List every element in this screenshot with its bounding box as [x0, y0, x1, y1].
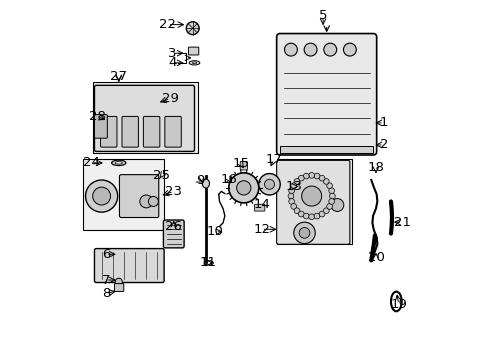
Bar	[276, 158, 351, 244]
Ellipse shape	[115, 162, 122, 164]
Circle shape	[258, 174, 280, 195]
Circle shape	[308, 214, 314, 220]
Text: 19: 19	[389, 298, 407, 311]
FancyBboxPatch shape	[276, 160, 349, 244]
Text: 24: 24	[83, 156, 100, 169]
Circle shape	[319, 211, 324, 217]
Text: 28: 28	[89, 110, 105, 123]
Circle shape	[308, 172, 314, 178]
FancyBboxPatch shape	[114, 284, 123, 292]
Circle shape	[236, 181, 250, 195]
Circle shape	[323, 43, 336, 56]
Circle shape	[326, 203, 332, 209]
Text: 20: 20	[367, 251, 384, 264]
Circle shape	[293, 222, 315, 244]
Circle shape	[294, 179, 299, 184]
Text: 26: 26	[165, 220, 182, 233]
FancyBboxPatch shape	[163, 220, 184, 248]
Circle shape	[148, 197, 158, 206]
Text: 23: 23	[165, 185, 182, 198]
Circle shape	[301, 186, 321, 206]
Circle shape	[303, 213, 308, 219]
Text: 6: 6	[102, 248, 110, 261]
Text: 9: 9	[195, 174, 203, 187]
Text: 13: 13	[285, 180, 302, 193]
Circle shape	[290, 183, 296, 189]
Circle shape	[330, 199, 343, 211]
Text: 21: 21	[393, 216, 410, 229]
Text: 16: 16	[221, 173, 238, 186]
Circle shape	[319, 175, 324, 181]
Circle shape	[228, 173, 258, 203]
Circle shape	[186, 22, 199, 35]
Circle shape	[329, 193, 335, 199]
Text: 1: 1	[379, 116, 387, 129]
Text: 2: 2	[379, 139, 387, 152]
Circle shape	[115, 278, 122, 285]
Circle shape	[313, 173, 319, 179]
Circle shape	[313, 213, 319, 219]
FancyBboxPatch shape	[119, 175, 159, 217]
Circle shape	[323, 208, 328, 213]
Circle shape	[93, 187, 110, 205]
Circle shape	[294, 208, 299, 213]
Text: 14: 14	[253, 198, 269, 211]
Ellipse shape	[189, 61, 200, 65]
Circle shape	[85, 180, 118, 212]
FancyBboxPatch shape	[188, 47, 198, 55]
Circle shape	[298, 175, 304, 181]
FancyBboxPatch shape	[164, 116, 181, 147]
FancyBboxPatch shape	[240, 161, 247, 170]
Bar	[83, 158, 164, 230]
Text: 7: 7	[102, 274, 110, 287]
Circle shape	[303, 173, 308, 179]
Circle shape	[287, 193, 293, 199]
Text: 8: 8	[102, 287, 110, 300]
Bar	[93, 82, 198, 153]
Circle shape	[326, 183, 332, 189]
Text: 18: 18	[367, 161, 384, 174]
Text: 12: 12	[253, 223, 269, 236]
Bar	[280, 146, 372, 153]
Circle shape	[290, 175, 332, 217]
FancyBboxPatch shape	[94, 249, 164, 283]
Circle shape	[323, 179, 328, 184]
Text: 17: 17	[265, 153, 282, 166]
Circle shape	[298, 211, 304, 217]
Circle shape	[284, 43, 297, 56]
Ellipse shape	[202, 179, 209, 188]
FancyBboxPatch shape	[254, 204, 264, 211]
Circle shape	[343, 43, 356, 56]
Text: 29: 29	[162, 92, 178, 105]
Circle shape	[328, 199, 334, 204]
FancyBboxPatch shape	[143, 116, 160, 147]
Circle shape	[304, 43, 316, 56]
Circle shape	[299, 228, 309, 238]
FancyBboxPatch shape	[94, 114, 107, 138]
FancyBboxPatch shape	[94, 85, 194, 152]
Text: 27: 27	[110, 70, 127, 83]
Ellipse shape	[192, 62, 196, 64]
Circle shape	[140, 195, 152, 208]
Text: 25: 25	[153, 169, 170, 182]
Text: 3: 3	[168, 47, 176, 60]
Text: 4: 4	[168, 56, 176, 69]
Text: 10: 10	[206, 225, 223, 238]
Circle shape	[264, 179, 274, 189]
Text: 22: 22	[159, 18, 176, 31]
Text: 5: 5	[318, 9, 326, 22]
Circle shape	[290, 203, 296, 209]
FancyBboxPatch shape	[122, 116, 138, 147]
Circle shape	[288, 188, 294, 194]
Ellipse shape	[111, 160, 125, 166]
Text: 11: 11	[199, 256, 216, 269]
Text: 15: 15	[232, 157, 249, 170]
FancyBboxPatch shape	[276, 33, 376, 155]
FancyBboxPatch shape	[101, 116, 117, 147]
Circle shape	[288, 199, 294, 204]
Circle shape	[328, 188, 334, 194]
